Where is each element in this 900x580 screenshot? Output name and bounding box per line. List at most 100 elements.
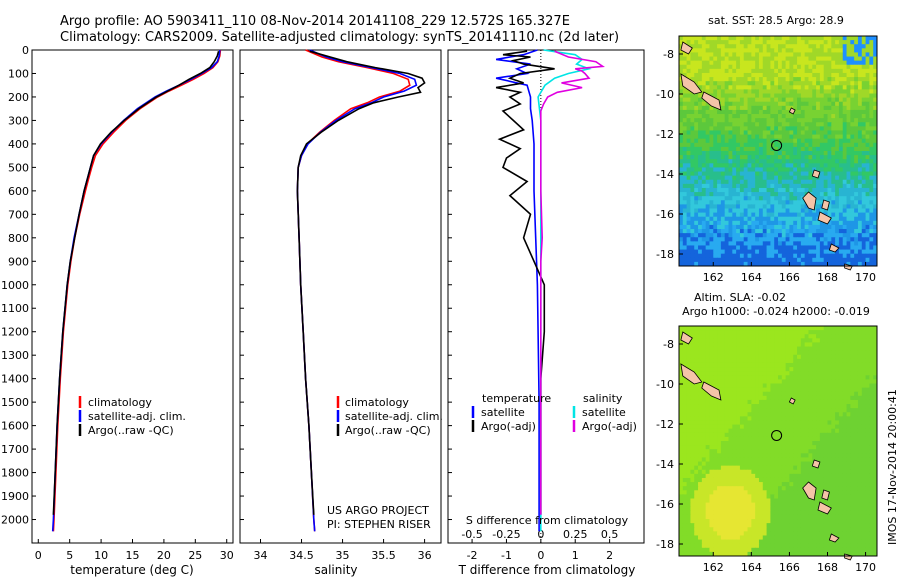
map-cell bbox=[739, 138, 745, 144]
map-cell bbox=[720, 142, 726, 148]
map-cell bbox=[755, 44, 760, 49]
top-tick-label: -0.25 bbox=[492, 528, 520, 541]
map-cell bbox=[755, 36, 760, 41]
map-cell bbox=[724, 412, 729, 417]
map-cell bbox=[732, 241, 737, 246]
map-cell bbox=[793, 237, 798, 242]
map-cell bbox=[694, 395, 699, 401]
map-cell bbox=[739, 196, 745, 201]
map-cell bbox=[694, 229, 699, 234]
map-cell bbox=[800, 68, 806, 74]
map-cell bbox=[873, 229, 878, 234]
map-cell bbox=[747, 64, 752, 70]
map-cell bbox=[797, 183, 802, 189]
map-cell bbox=[698, 461, 703, 467]
map-cell bbox=[850, 338, 855, 343]
map-cell bbox=[819, 81, 825, 86]
map-cell bbox=[690, 391, 695, 397]
map-cell bbox=[694, 48, 699, 53]
map-cell bbox=[854, 196, 859, 201]
map-cell bbox=[785, 229, 790, 234]
map-cell bbox=[819, 105, 825, 111]
map-cell bbox=[698, 367, 703, 372]
map-cell bbox=[755, 109, 760, 115]
map-cell bbox=[873, 469, 878, 475]
map-cell bbox=[816, 387, 821, 393]
map-cell bbox=[835, 445, 840, 450]
map-cell bbox=[846, 261, 851, 267]
map-cell bbox=[747, 379, 752, 384]
map-cell bbox=[816, 261, 821, 267]
map-cell bbox=[850, 233, 855, 238]
map-cell bbox=[873, 159, 878, 164]
map-cell bbox=[720, 457, 726, 463]
map-cell bbox=[758, 358, 764, 364]
map-cell bbox=[827, 362, 832, 368]
map-cell bbox=[713, 159, 718, 164]
map-cell bbox=[766, 85, 771, 90]
map-cell bbox=[724, 216, 729, 222]
map-cell bbox=[835, 208, 840, 214]
map-cell bbox=[835, 249, 840, 255]
map-cell bbox=[865, 159, 870, 164]
map-cell bbox=[842, 342, 848, 348]
map-cell bbox=[682, 36, 688, 41]
map-cell bbox=[709, 237, 714, 242]
map-cell bbox=[720, 138, 726, 144]
map-cell bbox=[766, 416, 771, 421]
map-cell bbox=[686, 387, 691, 393]
map-cell bbox=[785, 334, 790, 339]
map-cell bbox=[713, 233, 718, 238]
map-cell bbox=[857, 457, 863, 463]
map-cell bbox=[751, 408, 756, 413]
map-cell bbox=[774, 142, 779, 148]
map-cell bbox=[690, 142, 695, 148]
map-cell bbox=[781, 326, 787, 331]
map-cell bbox=[865, 97, 870, 103]
map-cell bbox=[831, 237, 836, 242]
map-cell bbox=[846, 453, 851, 458]
map-cell bbox=[747, 350, 752, 356]
x-tick-label: 10 bbox=[94, 549, 108, 562]
map-cell bbox=[758, 432, 764, 438]
map-cell bbox=[732, 233, 737, 238]
map-cell bbox=[812, 36, 817, 41]
map-cell bbox=[812, 391, 817, 397]
map-cell bbox=[701, 249, 707, 255]
map-cell bbox=[758, 383, 764, 389]
map-cell bbox=[717, 200, 722, 205]
map-cell bbox=[720, 326, 726, 331]
map-cell bbox=[869, 216, 874, 222]
map-cell bbox=[755, 159, 760, 164]
map-cell bbox=[823, 354, 828, 360]
map-cell bbox=[861, 334, 867, 339]
map-cell bbox=[698, 97, 703, 103]
map-cell bbox=[713, 130, 718, 136]
map-cell bbox=[835, 89, 840, 94]
map-cell bbox=[717, 56, 722, 62]
map-cell bbox=[781, 171, 787, 177]
map-cell bbox=[766, 391, 771, 397]
map-cell bbox=[861, 68, 867, 74]
map-cell bbox=[838, 183, 844, 189]
map-cell bbox=[800, 212, 806, 218]
map-cell bbox=[797, 36, 802, 41]
map-cell bbox=[682, 167, 688, 173]
map-cell bbox=[823, 167, 828, 173]
map-cell bbox=[850, 81, 855, 86]
map-cell bbox=[854, 326, 859, 331]
map-cell bbox=[827, 354, 832, 360]
map-cell bbox=[804, 167, 809, 173]
map-cell bbox=[816, 151, 821, 156]
map-cell bbox=[751, 200, 756, 205]
map-cell bbox=[842, 216, 848, 222]
map-cell bbox=[789, 375, 794, 380]
map-cell bbox=[694, 208, 699, 214]
map-cell bbox=[789, 179, 794, 185]
map-cell bbox=[766, 204, 771, 209]
map-cell bbox=[781, 142, 787, 148]
map-cell bbox=[724, 126, 729, 131]
map-cell bbox=[861, 371, 867, 376]
map-cell bbox=[732, 187, 737, 193]
map-cell bbox=[816, 56, 821, 62]
